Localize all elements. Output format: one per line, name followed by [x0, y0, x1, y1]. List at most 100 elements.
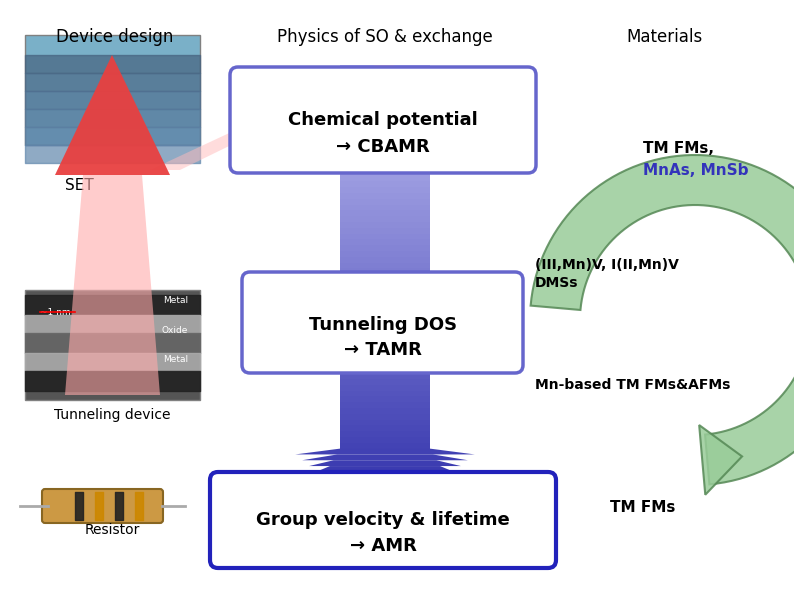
Bar	[340, 390, 430, 396]
Bar	[340, 77, 430, 83]
Bar	[340, 71, 430, 77]
Bar	[340, 94, 430, 100]
Text: Group velocity & lifetime: Group velocity & lifetime	[256, 511, 510, 529]
Bar	[340, 298, 430, 303]
Bar	[340, 251, 430, 257]
Bar	[340, 239, 430, 245]
Bar	[340, 292, 430, 298]
Polygon shape	[294, 524, 476, 530]
Polygon shape	[65, 175, 160, 395]
Text: Physics of SO & exchange: Physics of SO & exchange	[277, 28, 493, 46]
Text: → AMR: → AMR	[349, 537, 416, 555]
Bar	[340, 286, 430, 292]
Polygon shape	[319, 484, 451, 489]
Bar	[340, 367, 430, 373]
Text: Metal: Metal	[163, 296, 188, 305]
Text: Tunneling device: Tunneling device	[54, 408, 170, 422]
Polygon shape	[308, 501, 462, 507]
Polygon shape	[309, 461, 461, 466]
Bar	[340, 280, 430, 286]
Bar	[340, 350, 430, 356]
Bar	[340, 117, 430, 123]
Bar	[340, 146, 430, 152]
Text: Materials: Materials	[627, 28, 703, 46]
Text: Metal: Metal	[163, 355, 188, 365]
Text: ~SEM image~: ~SEM image~	[77, 85, 147, 95]
Bar	[340, 338, 430, 344]
Bar	[340, 431, 430, 437]
FancyBboxPatch shape	[242, 272, 523, 373]
Bar	[340, 216, 430, 222]
Bar	[340, 396, 430, 402]
Bar	[340, 303, 430, 309]
Bar	[340, 181, 430, 187]
Bar	[340, 333, 430, 338]
Polygon shape	[297, 518, 472, 524]
Polygon shape	[315, 489, 455, 495]
Bar	[340, 193, 430, 199]
Bar	[340, 443, 430, 449]
Bar	[340, 205, 430, 210]
Bar	[340, 245, 430, 251]
Bar	[340, 425, 430, 431]
Bar	[340, 65, 430, 71]
Bar	[340, 210, 430, 216]
Bar	[340, 140, 430, 146]
Bar	[340, 111, 430, 117]
Text: Chemical potential: Chemical potential	[288, 111, 478, 129]
Bar	[340, 315, 430, 321]
Bar	[340, 437, 430, 443]
FancyBboxPatch shape	[210, 472, 556, 568]
FancyBboxPatch shape	[25, 290, 200, 400]
Text: Resistor: Resistor	[84, 523, 140, 537]
Bar	[340, 257, 430, 262]
Bar	[340, 361, 430, 367]
Bar	[340, 356, 430, 361]
Bar	[340, 222, 430, 228]
Bar	[340, 199, 430, 205]
Bar	[340, 321, 430, 327]
Text: MnAs, MnSb: MnAs, MnSb	[643, 162, 749, 177]
Text: Device design: Device design	[56, 28, 174, 46]
Text: DMSs: DMSs	[535, 276, 579, 290]
Bar	[340, 402, 430, 408]
Text: SET: SET	[65, 178, 94, 193]
Polygon shape	[150, 65, 395, 170]
Text: → CBAMR: → CBAMR	[336, 138, 430, 156]
Bar	[340, 385, 430, 390]
Polygon shape	[322, 478, 447, 484]
Bar	[340, 228, 430, 234]
Bar	[340, 379, 430, 385]
Text: Mn-based TM FMs&AFMs: Mn-based TM FMs&AFMs	[535, 378, 730, 392]
Polygon shape	[301, 512, 469, 518]
Text: Oxide: Oxide	[162, 325, 188, 334]
Bar	[340, 274, 430, 280]
Bar	[340, 152, 430, 158]
Bar	[340, 88, 430, 94]
Text: TM FMs: TM FMs	[611, 500, 676, 515]
Bar	[340, 234, 430, 239]
Polygon shape	[700, 425, 742, 495]
Polygon shape	[312, 495, 458, 501]
Text: TM FMs,: TM FMs,	[643, 140, 714, 155]
Text: (III,Mn)V, I(II,Mn)V: (III,Mn)V, I(II,Mn)V	[535, 258, 679, 272]
Bar	[340, 344, 430, 350]
Text: → TAMR: → TAMR	[344, 341, 422, 359]
Bar	[340, 414, 430, 419]
Bar	[340, 158, 430, 164]
Polygon shape	[530, 155, 794, 484]
Bar	[340, 170, 430, 176]
Polygon shape	[295, 449, 475, 455]
Bar	[340, 100, 430, 106]
Polygon shape	[303, 455, 468, 461]
Bar	[340, 309, 430, 315]
Polygon shape	[316, 466, 454, 472]
Bar	[340, 83, 430, 88]
Polygon shape	[323, 472, 447, 478]
Bar	[340, 262, 430, 268]
Bar	[340, 106, 430, 111]
Bar	[340, 123, 430, 129]
FancyBboxPatch shape	[42, 489, 163, 523]
Bar	[340, 419, 430, 425]
FancyBboxPatch shape	[25, 35, 200, 145]
